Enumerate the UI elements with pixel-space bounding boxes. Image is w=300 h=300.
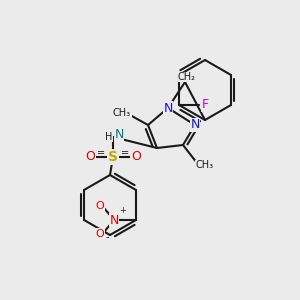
- Text: =: =: [97, 148, 105, 158]
- Text: +: +: [119, 206, 126, 215]
- Text: N: N: [163, 101, 173, 115]
- Text: O: O: [131, 151, 141, 164]
- Text: CH₃: CH₃: [113, 108, 131, 118]
- Text: CH₂: CH₂: [178, 72, 196, 82]
- Text: N: N: [114, 128, 124, 142]
- Text: CH₃: CH₃: [196, 160, 214, 170]
- Text: S: S: [108, 150, 118, 164]
- Text: N: N: [190, 118, 200, 131]
- Text: F: F: [202, 98, 208, 112]
- Text: -: -: [106, 232, 110, 242]
- Text: O: O: [96, 229, 104, 239]
- Text: O: O: [85, 151, 95, 164]
- Text: H: H: [105, 132, 113, 142]
- Text: O: O: [96, 201, 104, 211]
- Text: =: =: [121, 148, 129, 158]
- Text: N: N: [109, 214, 119, 226]
